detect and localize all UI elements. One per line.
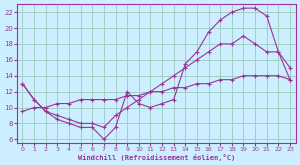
X-axis label: Windchill (Refroidissement éolien,°C): Windchill (Refroidissement éolien,°C) (78, 154, 235, 161)
